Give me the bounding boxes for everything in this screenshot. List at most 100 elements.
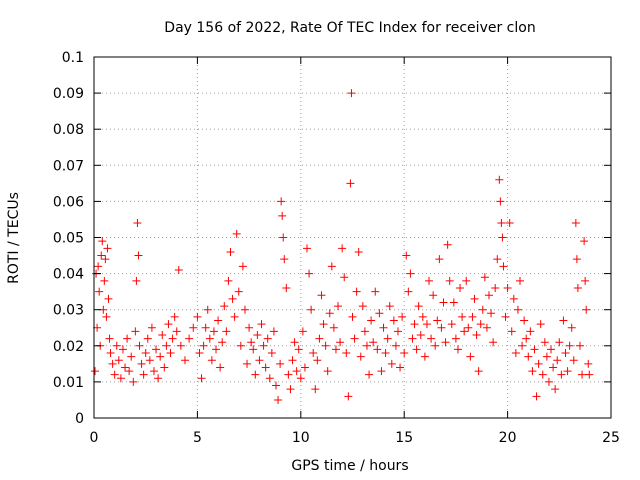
data-point	[108, 359, 117, 368]
data-point	[420, 352, 429, 361]
data-point	[232, 229, 241, 238]
data-point	[468, 312, 477, 321]
data-point	[205, 334, 214, 343]
data-point	[195, 349, 204, 358]
y-tick-label: 0.08	[53, 122, 84, 138]
data-point	[97, 251, 106, 260]
data-point	[487, 309, 496, 318]
data-point	[106, 349, 115, 358]
data-point	[578, 370, 587, 379]
data-point	[410, 320, 419, 329]
grid-lines	[94, 57, 611, 418]
data-point	[499, 262, 508, 271]
data-point	[528, 367, 537, 376]
data-point	[348, 312, 357, 321]
data-point	[381, 349, 390, 358]
data-point	[338, 244, 347, 253]
data-point	[505, 219, 514, 228]
data-point	[565, 341, 574, 350]
data-point	[259, 341, 268, 350]
data-point	[133, 219, 142, 228]
data-point	[91, 367, 100, 376]
data-point	[551, 385, 560, 394]
data-point	[350, 334, 359, 343]
data-points	[91, 89, 594, 404]
x-tick-label: 15	[395, 430, 413, 446]
data-point	[309, 349, 318, 358]
data-point	[158, 330, 167, 339]
data-point	[226, 247, 235, 256]
data-point	[482, 323, 491, 332]
data-point	[484, 291, 493, 300]
data-point	[180, 356, 189, 365]
data-point	[212, 345, 221, 354]
data-point	[408, 334, 417, 343]
data-point	[400, 349, 409, 358]
data-point	[336, 338, 345, 347]
data-point	[398, 312, 407, 321]
data-point	[491, 284, 500, 293]
data-point	[534, 359, 543, 368]
x-tick-label: 20	[499, 430, 517, 446]
data-point	[98, 237, 107, 246]
data-point	[555, 338, 564, 347]
data-point	[143, 334, 152, 343]
data-point	[567, 323, 576, 332]
y-axis-label: ROTI / TECUs	[6, 192, 22, 284]
y-tick-label: 0.1	[62, 50, 84, 66]
data-point	[261, 363, 270, 372]
data-point	[305, 269, 314, 278]
data-point	[176, 341, 185, 350]
data-point	[460, 327, 469, 336]
data-point	[222, 327, 231, 336]
data-point	[317, 291, 326, 300]
data-point	[559, 316, 568, 325]
data-point	[581, 276, 590, 285]
data-point	[340, 273, 349, 282]
data-point	[503, 284, 512, 293]
data-point	[323, 367, 332, 376]
data-point	[356, 352, 365, 361]
data-point	[164, 320, 173, 329]
data-point	[404, 287, 413, 296]
data-point	[228, 294, 237, 303]
data-point	[358, 302, 367, 311]
x-tick-label: 25	[602, 430, 620, 446]
data-point	[387, 359, 396, 368]
data-point	[344, 392, 353, 401]
data-point	[134, 251, 143, 260]
data-point	[284, 370, 293, 379]
chart-title: Day 156 of 2022, Rate Of TEC Index for r…	[164, 20, 535, 36]
data-point	[105, 334, 114, 343]
data-point	[425, 276, 434, 285]
data-point	[509, 294, 518, 303]
x-axis-label: GPS time / hours	[291, 458, 408, 474]
data-point	[131, 327, 140, 336]
data-point	[101, 255, 110, 264]
data-point	[145, 356, 154, 365]
data-point	[209, 327, 218, 336]
data-point	[580, 237, 589, 246]
data-point	[274, 395, 283, 404]
data-point	[347, 89, 356, 98]
data-point	[95, 287, 104, 296]
data-point	[439, 298, 448, 307]
data-point	[135, 341, 144, 350]
data-point	[422, 320, 431, 329]
data-point	[571, 219, 580, 228]
data-point	[185, 334, 194, 343]
data-point	[286, 385, 295, 394]
data-point	[334, 302, 343, 311]
data-point	[542, 352, 551, 361]
data-point	[389, 316, 398, 325]
data-point	[377, 367, 386, 376]
y-tick-label: 0.04	[53, 267, 84, 283]
data-point	[253, 330, 262, 339]
data-point	[220, 302, 229, 311]
data-point	[132, 276, 141, 285]
data-point	[518, 341, 527, 350]
data-point	[102, 312, 111, 321]
data-point	[416, 330, 425, 339]
data-point	[245, 323, 254, 332]
data-point	[118, 345, 127, 354]
